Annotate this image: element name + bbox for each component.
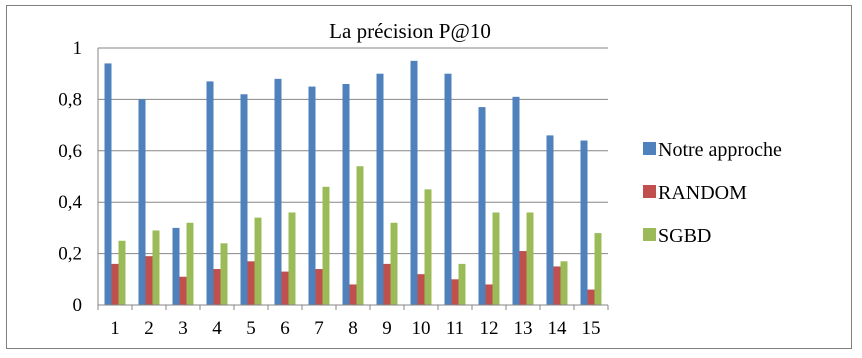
- y-tick-label: 0: [73, 295, 83, 316]
- x-tick-label: 15: [582, 318, 601, 339]
- x-tick-label: 10: [412, 318, 431, 339]
- x-tick-labels: 1 2 3 4 5 6 7 8 9 10 11 12 13 14 15: [110, 318, 600, 339]
- bar-random-13: [519, 251, 527, 305]
- legend-swatch: [643, 142, 656, 155]
- bar-sgbd-4: [220, 243, 228, 305]
- x-tick-label: 2: [144, 318, 154, 339]
- bar-notre-approche-11: [444, 73, 452, 305]
- bar-random-10: [417, 274, 425, 305]
- bar-sgbd-13: [526, 212, 534, 305]
- bar-notre-approche-7: [308, 86, 316, 305]
- bar-notre-approche-12: [478, 107, 486, 305]
- bar-notre-approche-10: [410, 60, 418, 305]
- x-tick-label: 6: [280, 318, 290, 339]
- legend-label: SGBD: [658, 225, 711, 247]
- bar-random-2: [145, 256, 153, 305]
- legend-label: RANDOM: [658, 182, 747, 204]
- bar-notre-approche-1: [104, 63, 112, 305]
- legend-swatch: [643, 228, 656, 241]
- x-tick-label: 12: [480, 318, 499, 339]
- bar-random-14: [553, 266, 561, 305]
- bars: [104, 60, 602, 306]
- legend-swatch: [643, 185, 656, 198]
- bar-random-11: [451, 279, 459, 305]
- x-tick-label: 3: [178, 318, 188, 339]
- bar-sgbd-8: [356, 166, 364, 305]
- bar-random-6: [281, 271, 289, 305]
- bar-notre-approche-13: [512, 96, 520, 305]
- legend-label: Notre approche: [658, 139, 782, 161]
- y-tick-label: 0,2: [58, 244, 82, 265]
- bar-sgbd-12: [492, 212, 500, 305]
- bar-random-8: [349, 284, 357, 305]
- bar-random-9: [383, 263, 391, 305]
- bar-random-1: [111, 263, 119, 305]
- x-tick-label: 1: [110, 318, 120, 339]
- x-tick-label: 9: [382, 318, 392, 339]
- x-tick-label: 8: [348, 318, 358, 339]
- bar-notre-approche-15: [580, 140, 588, 305]
- bar-random-7: [315, 269, 323, 305]
- bar-notre-approche-5: [240, 94, 248, 305]
- bar-sgbd-9: [390, 222, 398, 305]
- bar-random-3: [179, 276, 187, 305]
- bar-sgbd-11: [458, 263, 466, 305]
- bar-sgbd-14: [560, 261, 568, 305]
- x-tick-label: 11: [446, 318, 464, 339]
- bar-sgbd-15: [594, 233, 602, 305]
- y-tick-label: 0,4: [58, 192, 82, 213]
- bar-sgbd-1: [118, 240, 126, 305]
- bar-sgbd-10: [424, 189, 432, 305]
- y-tick-label: 1: [73, 38, 83, 59]
- bar-notre-approche-4: [206, 81, 214, 305]
- bar-random-4: [213, 269, 221, 305]
- y-tick-labels: 0 0,2 0,4 0,6 0,8 1: [58, 38, 82, 316]
- bar-sgbd-3: [186, 222, 194, 305]
- bar-sgbd-2: [152, 230, 160, 305]
- bar-notre-approche-3: [172, 227, 180, 305]
- bar-notre-approche-6: [274, 78, 282, 305]
- bar-random-12: [485, 284, 493, 305]
- x-tick-label: 14: [548, 318, 568, 339]
- y-tick-label: 0,6: [58, 141, 82, 162]
- bar-sgbd-6: [288, 212, 296, 305]
- x-tick-label: 7: [314, 318, 324, 339]
- chart-title: La précision P@10: [329, 19, 491, 43]
- x-tick-label: 13: [514, 318, 533, 339]
- bar-random-15: [587, 289, 595, 305]
- bar-notre-approche-9: [376, 73, 384, 305]
- bar-random-5: [247, 261, 255, 305]
- legend: Notre approche RANDOM SGBD: [643, 139, 782, 247]
- bar-sgbd-5: [254, 217, 262, 305]
- x-tick-label: 4: [212, 318, 222, 339]
- x-tick-label: 5: [246, 318, 256, 339]
- axes: [97, 48, 609, 310]
- bar-notre-approche-2: [138, 99, 146, 306]
- y-tick-label: 0,8: [58, 89, 82, 110]
- bar-notre-approche-14: [546, 135, 554, 305]
- bar-sgbd-7: [322, 186, 330, 305]
- bar-notre-approche-8: [342, 83, 350, 305]
